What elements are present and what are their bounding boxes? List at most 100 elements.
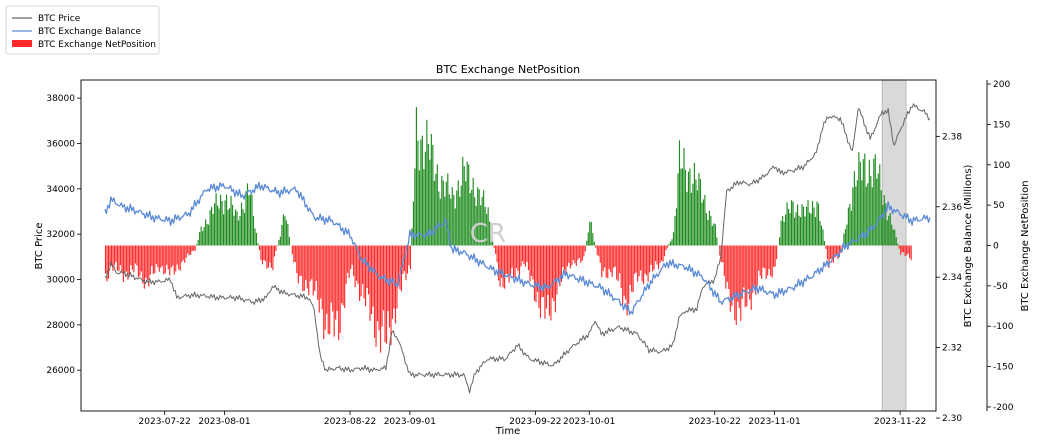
- netposition-bar: [662, 245, 664, 262]
- netposition-bar: [524, 245, 527, 267]
- netposition-bar: [574, 245, 576, 264]
- netposition-bar: [193, 245, 195, 251]
- netposition-bar: [505, 245, 507, 274]
- netposition-bar: [278, 240, 280, 246]
- netposition-bar: [808, 212, 811, 246]
- netposition-bar: [480, 205, 482, 246]
- netposition-bar: [852, 187, 854, 246]
- x-tick-label: 2023-11-01: [748, 417, 800, 427]
- netposition-bar: [281, 224, 283, 246]
- netposition-bar: [474, 197, 476, 246]
- netposition-bar: [521, 245, 524, 262]
- netposition-bar: [309, 245, 311, 282]
- netposition-bar: [387, 245, 389, 312]
- y-balance-tick-label: 2.32: [942, 344, 962, 354]
- netposition-bar: [131, 245, 133, 270]
- netposition-bar: [294, 245, 296, 262]
- netposition-bar: [586, 240, 588, 246]
- netposition-bar: [353, 245, 355, 276]
- netposition-bar: [722, 245, 724, 263]
- netposition-bar: [859, 161, 861, 246]
- netposition-bar: [484, 206, 486, 246]
- netposition-bar: [768, 245, 770, 269]
- netposition-bar: [804, 216, 806, 246]
- netposition-bar: [607, 245, 609, 279]
- netposition-bar: [411, 228, 413, 246]
- netposition-bar: [360, 245, 362, 297]
- netposition-bar: [825, 245, 827, 250]
- netposition-bar: [267, 245, 269, 268]
- legend-swatch-netposition: [12, 40, 32, 47]
- netposition-bar: [282, 214, 284, 246]
- y-axis-label-left: BTC Price: [34, 223, 45, 270]
- netposition-bar: [239, 216, 241, 246]
- legend: BTC Price BTC Exchange Balance BTC Excha…: [5, 5, 160, 55]
- netposition-bar: [423, 169, 425, 246]
- netposition-bar: [569, 245, 571, 269]
- netposition-bar: [188, 245, 190, 256]
- netposition-bar: [427, 143, 429, 246]
- netposition-bar: [145, 245, 147, 278]
- netposition-bar: [728, 245, 730, 290]
- netposition-bar: [675, 208, 678, 246]
- axes: 2023-07-22 2023-08-01 2023-08-22 2023-09-01…: [46, 80, 1013, 427]
- netposition-bar: [397, 245, 400, 284]
- netposition-bar: [351, 245, 353, 265]
- netposition-bar: [518, 245, 521, 276]
- netposition-bar: [740, 245, 742, 321]
- netposition-bar: [489, 221, 491, 246]
- watermark: CR: [470, 219, 506, 249]
- netposition-bar: [447, 173, 449, 246]
- netposition-bar: [604, 245, 606, 268]
- netposition-bar: [481, 196, 483, 246]
- netposition-bar: [421, 135, 423, 246]
- netposition-bar: [816, 201, 818, 246]
- netposition-bar: [406, 245, 409, 274]
- netposition-bar: [146, 245, 148, 280]
- netposition-bar: [333, 245, 335, 337]
- netposition-bar: [695, 179, 697, 246]
- netposition-bar: [215, 193, 217, 246]
- netposition-bar: [471, 189, 473, 246]
- netposition-bar: [396, 245, 398, 309]
- netposition-bar: [430, 133, 432, 246]
- netposition-bar: [853, 171, 855, 246]
- netposition-bar: [637, 245, 639, 282]
- y-netposition-tick-label: -150: [993, 363, 1014, 373]
- netposition-bar: [438, 191, 440, 246]
- netposition-bar: [690, 192, 693, 246]
- netposition-bar: [363, 245, 365, 299]
- netposition-bar: [566, 245, 568, 267]
- netposition-bar: [273, 245, 275, 257]
- netposition-bar: [666, 245, 669, 248]
- netposition-bar: [338, 245, 340, 341]
- netposition-bar: [750, 245, 752, 311]
- netposition-bar: [710, 215, 712, 246]
- netposition-bar: [142, 245, 144, 284]
- netposition-bar: [176, 245, 178, 265]
- netposition-bar: [459, 196, 461, 246]
- legend-label-netposition: BTC Exchange NetPosition: [38, 40, 156, 50]
- netposition-bar: [749, 245, 751, 300]
- netposition-bar: [336, 245, 338, 311]
- netposition-bar: [741, 245, 743, 299]
- netposition-bar: [870, 176, 872, 246]
- netposition-bar: [104, 245, 107, 274]
- netposition-bar: [121, 245, 123, 273]
- netposition-bar: [453, 195, 455, 246]
- y-left-tick-label: 30000: [46, 276, 75, 286]
- netposition-bar: [190, 245, 192, 255]
- netposition-bar: [182, 245, 184, 261]
- netposition-bar: [874, 154, 876, 246]
- netposition-bar: [460, 185, 462, 246]
- netposition-bar: [562, 245, 564, 268]
- y-left-tick-label: 26000: [46, 366, 75, 376]
- netposition-bar: [113, 245, 116, 265]
- netposition-bar: [794, 217, 796, 246]
- netposition-bar: [517, 245, 519, 272]
- netposition-bar: [762, 245, 764, 268]
- netposition-bar: [901, 245, 903, 253]
- netposition-bar: [130, 245, 132, 266]
- netposition-bar: [261, 245, 264, 265]
- netposition-bar: [786, 202, 788, 246]
